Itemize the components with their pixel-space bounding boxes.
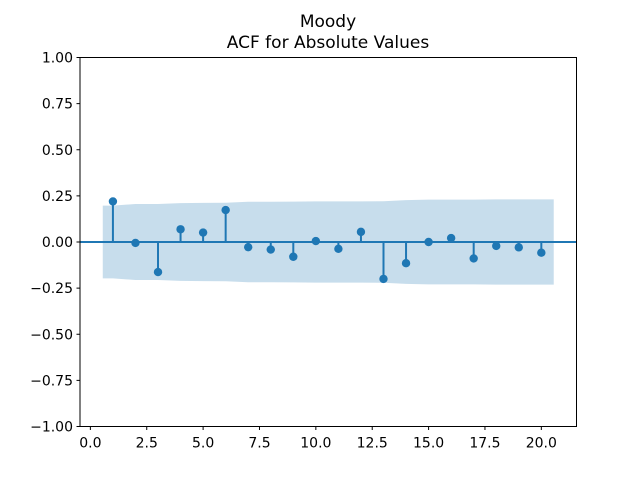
acf-point-lag-13: [379, 274, 388, 284]
y-tick-label: −0.50: [30, 327, 73, 343]
y-tick-label: 1.00: [42, 51, 73, 67]
acf-point-lag-6: [221, 205, 230, 215]
acf-point-lag-1: [108, 197, 118, 206]
x-tick-label: 0.0: [79, 436, 101, 452]
acf-point-lag-20: [537, 248, 546, 257]
x-tick-label: 7.5: [248, 436, 270, 452]
chart-title-line2: ACF for Absolute Values: [227, 33, 430, 53]
acf-point-lag-7: [244, 242, 253, 252]
y-tick-label: 0.75: [42, 97, 73, 113]
axes-layer: 0.0 2.5 5.0 7.5 10.0 12.5 15.0 17.5 20.0 1.00 0.75…: [30, 51, 577, 452]
y-tick-label: 0.50: [42, 143, 73, 159]
acf-point-lag-17: [469, 254, 478, 263]
acf-point-lag-2: [131, 238, 140, 248]
acf-point-lag-10: [311, 236, 321, 246]
x-tick-label: 15.0: [413, 436, 444, 452]
x-tick-label: 20.0: [526, 436, 557, 452]
acf-point-lag-16: [446, 233, 456, 243]
x-tick-label: 10.0: [300, 436, 331, 452]
y-tick-label: 0.00: [42, 235, 73, 251]
x-tick-label: 2.5: [136, 436, 158, 452]
y-tick-label: −1.00: [30, 420, 73, 436]
acf-point-lag-4: [176, 225, 185, 234]
acf-point-lag-9: [289, 252, 298, 261]
acf-point-lag-19: [514, 243, 523, 252]
acf-point-lag-15: [424, 237, 433, 247]
y-tick-label: 0.25: [42, 189, 73, 205]
acf-point-lag-5: [198, 228, 208, 237]
y-tick-label: −0.75: [30, 373, 73, 389]
acf-point-lag-8: [266, 245, 275, 254]
y-tick-label: −0.25: [30, 281, 73, 297]
x-tick-label: 17.5: [469, 436, 500, 452]
acf-point-lag-3: [153, 267, 163, 277]
x-tick-label: 5.0: [192, 436, 214, 452]
chart-title-line1: Moody: [300, 12, 356, 32]
acf-point-lag-12: [356, 227, 366, 237]
acf-point-lag-18: [492, 241, 501, 251]
acf-point-lag-11: [334, 244, 343, 254]
marker-layer: [108, 197, 546, 284]
x-tick-label: 12.5: [357, 436, 388, 452]
acf-point-lag-14: [401, 259, 411, 268]
